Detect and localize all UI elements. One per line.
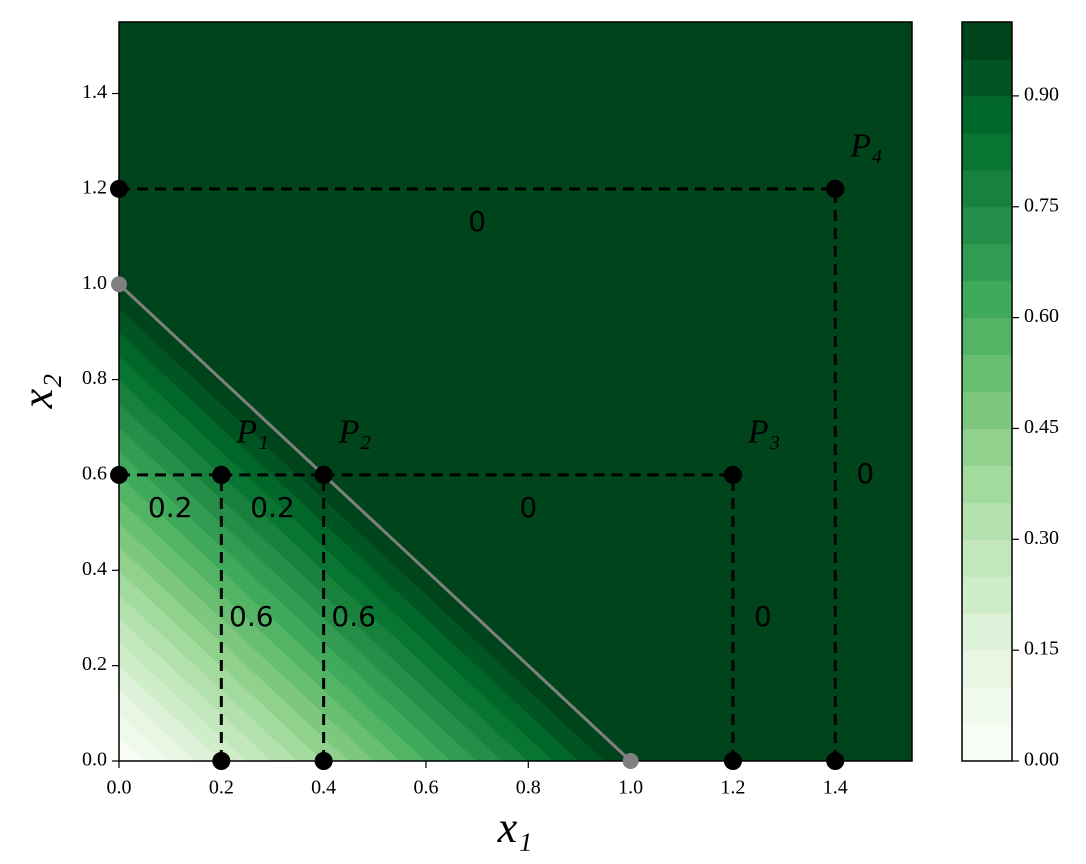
colorbar-tick-label: 0.60 (1024, 305, 1059, 327)
colorbar-frame (961, 21, 1013, 762)
y-tick-label: 0.2 (82, 653, 107, 675)
point (314, 465, 333, 484)
boundary-line (117, 283, 632, 763)
colorbar-band (962, 243, 1012, 282)
colorbar-band (962, 95, 1012, 134)
segment-label: 0.6 (331, 600, 376, 633)
colorbar-tick-label: 0.90 (1024, 83, 1059, 105)
colorbar-tick-label: 0.30 (1024, 527, 1059, 549)
segment-label: 0.2 (250, 491, 295, 524)
segment-label: 0 (468, 205, 486, 238)
colorbar-tick-label: 0.75 (1024, 194, 1059, 216)
x-tick-label: 0.8 (516, 777, 541, 799)
colorbar-tick-label: 0.45 (1024, 416, 1059, 438)
segment-label: 0 (856, 457, 874, 490)
colorbar-band (962, 58, 1012, 97)
point-label: P₁ (235, 414, 269, 451)
colorbar-band (962, 724, 1012, 762)
colorbar-band (962, 687, 1012, 725)
y-tick-label: 1.4 (82, 81, 107, 103)
colorbar-band (962, 428, 1012, 466)
x-tick-label: 1.2 (720, 777, 745, 799)
segment-end (110, 179, 128, 198)
colorbar-band (962, 280, 1012, 319)
segment-end (212, 752, 231, 770)
colorbar-band (962, 576, 1012, 614)
point-label: P₄ (849, 128, 883, 165)
colorbar-band (962, 465, 1012, 503)
colorbar-band (962, 650, 1012, 688)
x-axis-label: x₁ (497, 803, 533, 852)
segment-label: 0.6 (229, 600, 274, 633)
point (212, 465, 231, 484)
colorbar-band (962, 317, 1012, 356)
colorbar-band (962, 132, 1012, 171)
x-tick-label: 0.4 (311, 777, 336, 799)
colorbar-band (962, 354, 1012, 392)
segment-end (723, 752, 742, 770)
colorbar-band (962, 169, 1012, 208)
colorbar-band (962, 502, 1012, 540)
colorbar-tick-label: 0.00 (1024, 749, 1059, 771)
point-label: P₂ (338, 414, 372, 451)
segment-end (314, 752, 333, 770)
x-tick-label: 0.6 (413, 777, 438, 799)
colorbar-band (962, 613, 1012, 651)
colorbar-band (962, 539, 1012, 577)
x-tick-label: 1.4 (823, 777, 848, 799)
x-tick-label: 0.2 (209, 777, 234, 799)
colorbar-band (962, 206, 1012, 245)
point-label: P₃ (747, 414, 781, 451)
point (826, 179, 845, 198)
boundary-point (622, 753, 639, 769)
y-tick-label: 1.0 (82, 272, 107, 294)
y-tick-label: 0.4 (82, 558, 107, 580)
boundary-point (111, 276, 127, 293)
segment-end (826, 752, 845, 770)
x-tick-label: 0.0 (107, 777, 132, 799)
point (723, 465, 742, 484)
y-axis-label: x₂ (13, 374, 62, 410)
y-tick-label: 0.8 (82, 367, 107, 389)
segment-end (110, 465, 128, 484)
colorbar-band (962, 391, 1012, 429)
x-tick-label: 1.0 (618, 777, 643, 799)
segment-label: 0.2 (148, 491, 193, 524)
plot-frame (118, 21, 913, 762)
y-tick-label: 0.6 (82, 463, 107, 485)
y-tick-label: 1.2 (82, 176, 107, 198)
colorbar-tick-label: 0.15 (1024, 638, 1059, 660)
segment-label: 0 (754, 600, 772, 633)
segment-label: 0 (519, 491, 537, 524)
colorbar-band (962, 22, 1012, 60)
y-tick-label: 0.0 (82, 749, 107, 771)
